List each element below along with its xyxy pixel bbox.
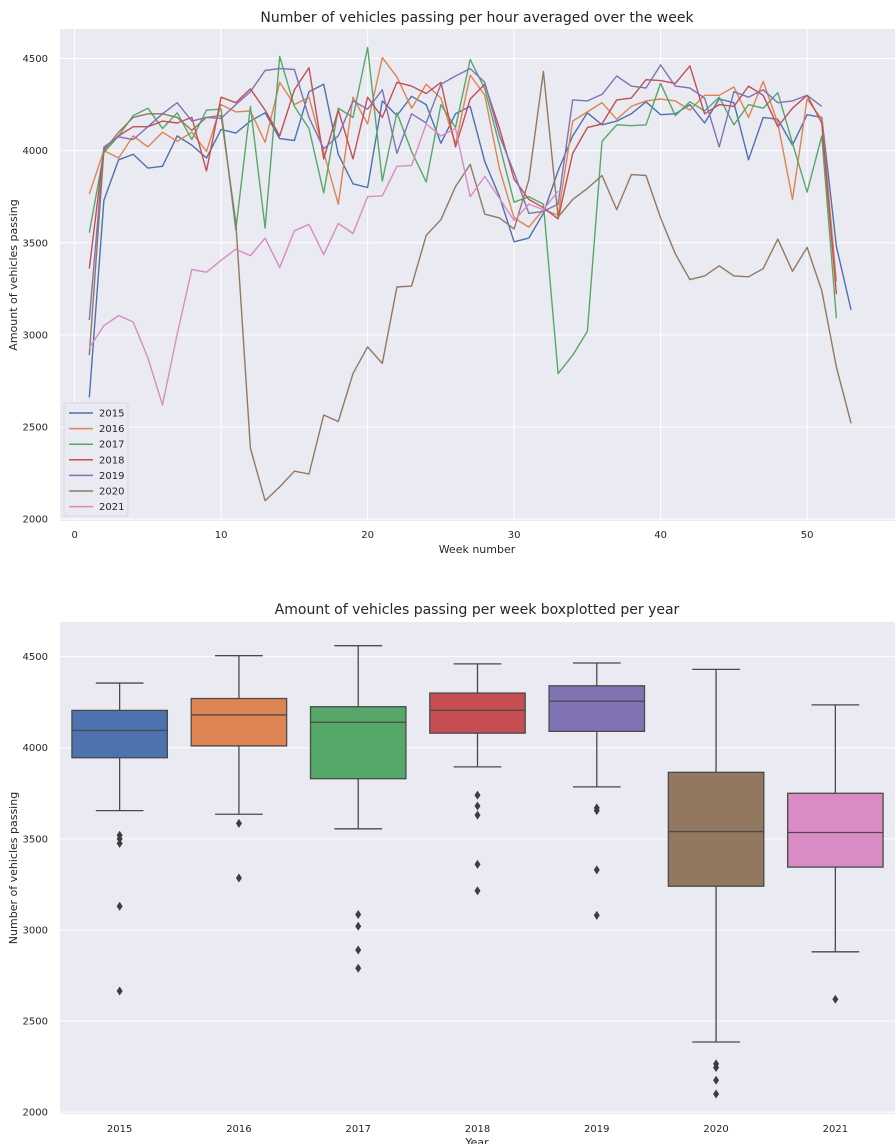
legend-label-2021: 2021: [99, 502, 124, 513]
box-iqr: [429, 692, 526, 734]
outlier-point: [355, 909, 362, 919]
box-chart-boxes: [71, 645, 884, 1099]
box-chart-x-ticks: 2015 2016 2017 2018 2019 2020 2021: [107, 1124, 848, 1135]
box-chart-title: Amount of vehicles passing per week boxp…: [275, 602, 680, 618]
y-tick-label: 2000: [23, 1108, 48, 1119]
outlier-point: [593, 806, 600, 816]
x-tick-label: 2016: [226, 1124, 251, 1135]
outlier-point: [474, 810, 481, 820]
x-tick-label: 50: [801, 530, 814, 541]
series-line-2015: [88, 83, 852, 398]
x-tick-label: 2020: [703, 1124, 728, 1135]
y-tick-label: 2500: [23, 1017, 48, 1028]
line-chart: 0 10 20 30 40 50 2000 2500 3000 3500 4000 4500 Num…: [7, 10, 895, 556]
box-iqr: [667, 771, 765, 887]
y-tick-label: 2000: [23, 515, 48, 526]
line-chart-y-label: Amount of vehicles passing: [7, 199, 20, 350]
x-tick-label: 0: [71, 530, 77, 541]
x-tick-label: 2019: [584, 1124, 609, 1135]
box-chart-x-label: Year: [464, 1136, 489, 1144]
outlier-point: [355, 921, 362, 931]
outlier-point: [116, 838, 123, 848]
box-2015: [71, 682, 169, 996]
outlier-point: [713, 1063, 720, 1073]
legend-label-2018: 2018: [99, 455, 124, 466]
series-line-2016: [88, 56, 838, 282]
x-tick-label: 10: [215, 530, 228, 541]
outlier-point: [474, 790, 481, 800]
series-line-2020: [88, 70, 852, 502]
legend-frame: [63, 402, 129, 517]
outlier-point: [235, 873, 242, 883]
box-2018: [429, 663, 526, 896]
outlier-point: [355, 945, 362, 955]
outlier-point: [355, 963, 362, 973]
outlier-point: [235, 818, 242, 828]
y-tick-label: 4500: [23, 54, 48, 65]
line-chart-x-label: Week number: [439, 543, 516, 556]
box-2016: [190, 655, 288, 883]
x-tick-label: 20: [361, 530, 374, 541]
outlier-point: [713, 1075, 720, 1085]
line-chart-series: [88, 46, 852, 502]
outlier-point: [593, 865, 600, 875]
outlier-point: [116, 901, 123, 911]
box-2020: [667, 668, 765, 1099]
box-iqr: [71, 709, 169, 759]
box-iqr: [190, 697, 288, 747]
box-2017: [309, 645, 407, 973]
x-tick-label: 2017: [345, 1124, 370, 1135]
y-tick-label: 4000: [23, 743, 48, 754]
outlier-point: [474, 801, 481, 811]
box-chart: 2015 2016 2017 2018 2019 2020 2021 2000 2500 300…: [7, 602, 895, 1144]
y-tick-label: 4000: [23, 146, 48, 157]
box-chart-y-label: Number of vehicles passing: [7, 792, 20, 944]
line-chart-y-ticks: 2000 2500 3000 3500 4000 4500: [23, 54, 48, 526]
x-tick-label: 30: [508, 530, 521, 541]
x-tick-label: 40: [654, 530, 667, 541]
outlier-point: [832, 994, 839, 1004]
y-tick-label: 4500: [23, 652, 48, 663]
series-line-2017: [88, 46, 838, 375]
y-tick-label: 3500: [23, 834, 48, 845]
line-chart-x-ticks: 0 10 20 30 40 50: [71, 530, 813, 541]
box-2021: [786, 704, 884, 1004]
y-tick-label: 3000: [23, 330, 48, 341]
outlier-point: [474, 886, 481, 896]
y-tick-label: 3500: [23, 238, 48, 249]
line-chart-grid: [60, 29, 895, 521]
legend-label-2019: 2019: [99, 471, 124, 482]
x-tick-label: 2021: [823, 1124, 848, 1135]
x-tick-label: 2015: [107, 1124, 132, 1135]
legend-label-2020: 2020: [99, 487, 124, 498]
series-line-2021: [88, 123, 559, 406]
y-tick-label: 3000: [23, 925, 48, 936]
line-chart-plot-area: [60, 29, 895, 521]
box-iqr: [309, 706, 407, 780]
line-chart-legend: 2015 2016 2017 2018 2019 2020 2021: [63, 402, 129, 517]
box-2019: [548, 662, 646, 920]
legend-label-2015: 2015: [99, 409, 124, 420]
legend-label-2017: 2017: [99, 440, 124, 451]
series-line-2018: [88, 65, 838, 295]
outlier-point: [474, 859, 481, 869]
outlier-point: [116, 834, 123, 844]
box-iqr: [786, 792, 884, 868]
box-iqr: [548, 685, 646, 732]
line-chart-title: Number of vehicles passing per hour aver…: [260, 10, 694, 26]
box-chart-y-ticks: 2000 2500 3000 3500 4000 4500: [23, 652, 48, 1119]
legend-label-2016: 2016: [99, 424, 124, 435]
x-tick-label: 2018: [465, 1124, 490, 1135]
series-line-2019: [88, 64, 823, 321]
outlier-point: [713, 1089, 720, 1099]
outlier-point: [116, 986, 123, 996]
outlier-point: [593, 910, 600, 920]
y-tick-label: 2500: [23, 423, 48, 434]
